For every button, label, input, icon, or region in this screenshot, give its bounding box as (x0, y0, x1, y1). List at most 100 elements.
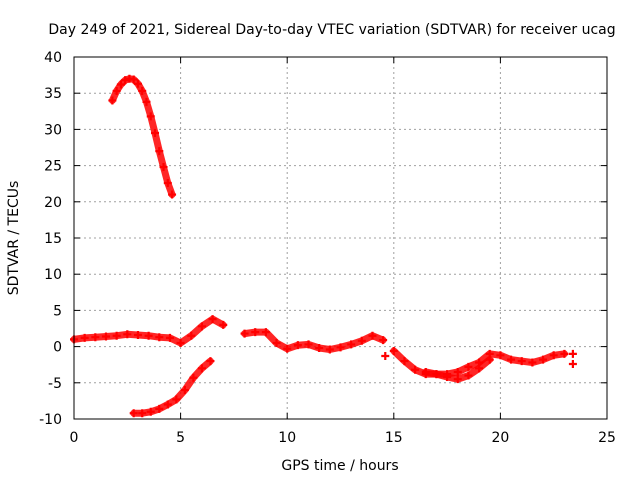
data-point (272, 338, 281, 347)
data-point (560, 349, 569, 358)
data-point (123, 330, 132, 339)
data-point (121, 76, 130, 85)
data-point (155, 404, 164, 413)
data-point (528, 358, 537, 367)
x-axis-title: GPS time / hours (281, 458, 398, 474)
data-point (507, 355, 516, 364)
y-axis-title: SDTVAR / TECUs (6, 181, 22, 296)
data-point (400, 357, 409, 366)
data-point (129, 409, 138, 418)
data-point (315, 344, 324, 353)
y-tick-label: 35 (44, 86, 62, 102)
data-point (133, 79, 142, 88)
data-point (453, 375, 462, 384)
y-tick-label: 5 (53, 303, 62, 319)
data-point (464, 371, 473, 380)
data-point (80, 333, 89, 342)
data-point (283, 344, 292, 353)
data-point (336, 343, 345, 352)
axis-ticks: 0 5 10 15 20 25 -10 -5 0 5 10 15 20 25 30 35 40 (39, 50, 616, 446)
data-point (539, 355, 548, 364)
series-isolated (381, 349, 577, 368)
data-point (496, 351, 505, 360)
data-point (144, 331, 153, 340)
data-point (381, 352, 390, 361)
data-point (112, 331, 121, 340)
y-tick-label: 30 (44, 122, 62, 138)
data-point (293, 341, 302, 350)
data-point (325, 345, 334, 354)
y-tick-label: 25 (44, 159, 62, 175)
data-point (155, 333, 164, 342)
x-tick-label: 15 (385, 430, 403, 446)
data-point (208, 315, 217, 324)
data-point (464, 362, 473, 371)
data-point (261, 328, 270, 337)
data-point (91, 333, 100, 342)
data-point (180, 386, 189, 395)
data-point (146, 407, 155, 416)
series-arc-near-zero-2 (240, 328, 388, 354)
data-point (187, 331, 196, 340)
x-tick-label: 25 (598, 430, 616, 446)
x-tick-label: 0 (70, 430, 79, 446)
data-point (133, 331, 142, 340)
data-point (304, 340, 313, 349)
data-point (568, 359, 577, 368)
data-point (163, 178, 172, 187)
series-arc-near-zero-3 (389, 346, 569, 379)
data-point (432, 370, 441, 379)
data-point (129, 75, 138, 84)
data-point (475, 364, 484, 373)
series-arc-lower-band (421, 355, 494, 384)
y-tick-label: 10 (44, 267, 62, 283)
y-tick-label: 40 (44, 50, 62, 66)
data-point (197, 322, 206, 331)
x-tick-label: 5 (176, 430, 185, 446)
data-point (151, 129, 160, 138)
data-point (206, 357, 215, 366)
data-point (168, 190, 177, 199)
y-tick-label: 15 (44, 231, 62, 247)
data-point (485, 355, 494, 364)
data-point (357, 336, 366, 345)
data-point (176, 338, 185, 347)
data-point (197, 364, 206, 373)
data-point (549, 351, 558, 360)
data-point (517, 357, 526, 366)
data-point (101, 332, 110, 341)
data-point (155, 147, 164, 156)
data-point (142, 97, 151, 106)
data-point (159, 163, 168, 172)
data-point (189, 373, 198, 382)
y-tick-label: -5 (48, 376, 62, 392)
data-point (163, 400, 172, 409)
data-point (453, 367, 462, 376)
data-point (368, 331, 377, 340)
series-arc-high (108, 74, 177, 199)
data-point (411, 365, 420, 374)
data-point (116, 80, 125, 89)
chart-title: Day 249 of 2021, Sidereal Day-to-day VTE… (48, 22, 615, 38)
series-arc-near-zero-1 (70, 315, 228, 347)
data-point (379, 336, 388, 345)
series-band (108, 75, 176, 199)
data-point (568, 349, 577, 358)
y-tick-label: 0 (53, 340, 62, 356)
data-point (108, 96, 117, 105)
data-point (421, 367, 430, 376)
series-band (130, 357, 214, 417)
data-point (389, 346, 398, 355)
data-point (219, 320, 228, 329)
data-points (70, 74, 577, 418)
data-point (443, 373, 452, 382)
data-point (172, 395, 181, 404)
series-arc-low (129, 357, 215, 418)
data-point (240, 329, 249, 338)
data-point (251, 328, 260, 337)
y-tick-label: 20 (44, 195, 62, 211)
data-point (146, 112, 155, 121)
data-point (347, 340, 356, 349)
x-tick-label: 20 (491, 430, 509, 446)
